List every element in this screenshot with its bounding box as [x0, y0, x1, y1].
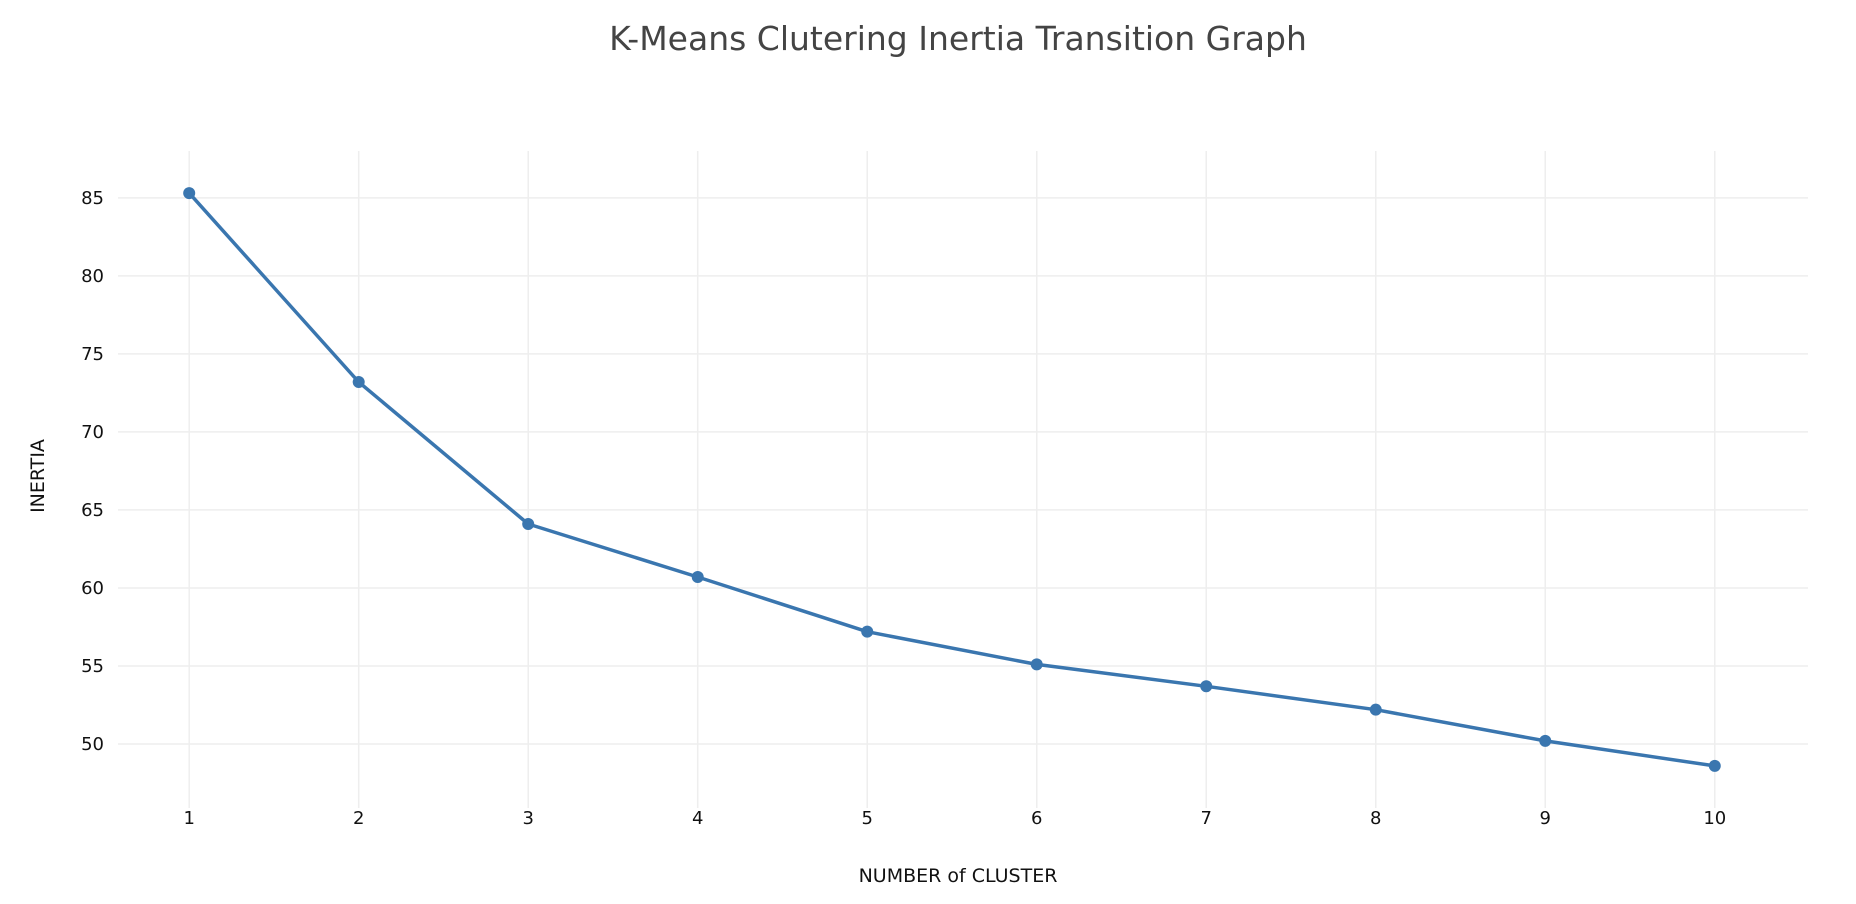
y-tick-label: 50: [81, 734, 104, 755]
x-tick-label: 9: [1540, 808, 1551, 829]
data-point[interactable]: [1369, 703, 1382, 716]
data-point[interactable]: [522, 517, 535, 530]
x-axis-title: NUMBER of CLUSTER: [859, 865, 1058, 887]
x-tick-label: 7: [1201, 808, 1212, 829]
y-axis-title: INERTIA: [27, 439, 49, 513]
y-tick-label: 55: [81, 656, 104, 677]
y-tick-label: 60: [81, 578, 104, 599]
x-tick-label: 5: [862, 808, 873, 829]
y-tick-label: 70: [81, 422, 104, 443]
series-inertia: [183, 187, 1721, 772]
data-point[interactable]: [1030, 658, 1043, 671]
x-axis-ticks: 1 2 3 4 5 6 7 8 9 10: [183, 808, 1726, 829]
y-tick-label: 75: [81, 344, 104, 365]
y-tick-label: 80: [81, 266, 104, 287]
data-point[interactable]: [1708, 759, 1721, 772]
x-tick-label: 3: [522, 808, 533, 829]
data-point[interactable]: [861, 625, 874, 638]
chart-title: K-Means Clutering Inertia Transition Gra…: [609, 19, 1307, 58]
x-tick-label: 4: [692, 808, 703, 829]
x-tick-label: 2: [353, 808, 364, 829]
data-point[interactable]: [1539, 734, 1552, 747]
y-axis-ticks: 50 55 60 65 70 75 80 85: [81, 188, 104, 755]
data-point[interactable]: [691, 571, 704, 584]
x-tick-label: 6: [1031, 808, 1042, 829]
series-line: [187, 191, 1717, 768]
y-tick-label: 85: [81, 188, 104, 209]
x-tick-label: 10: [1703, 808, 1726, 829]
data-point[interactable]: [1200, 680, 1213, 693]
y-tick-label: 65: [81, 500, 104, 521]
x-tick-label: 8: [1370, 808, 1381, 829]
data-point[interactable]: [183, 187, 196, 200]
grid: [118, 151, 1808, 808]
data-point[interactable]: [352, 375, 365, 388]
x-tick-label: 1: [183, 808, 194, 829]
